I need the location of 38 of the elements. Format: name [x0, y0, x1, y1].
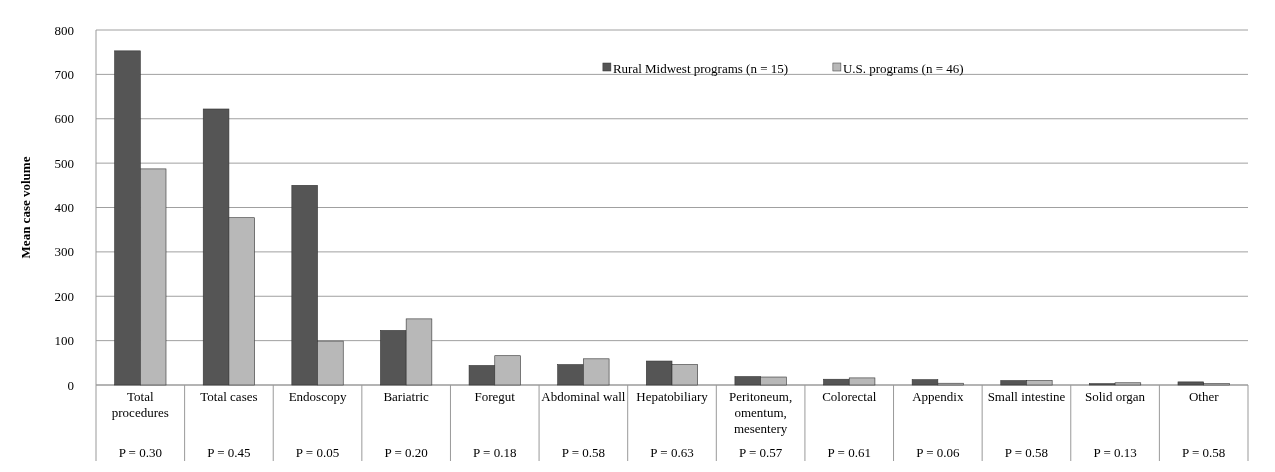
text: P = 0.58 [561, 445, 606, 460]
x-tick-label: Hepatobiliary [636, 389, 709, 404]
y-tick-label: 700 [54, 66, 74, 82]
y-tick-label: 800 [54, 22, 74, 38]
y-tick-label: 400 [54, 200, 74, 216]
text: P = 0.57 [738, 445, 783, 460]
legend-label: U.S. programs (n = 46) [842, 60, 964, 76]
text: P = 0.20 [384, 445, 428, 460]
text: P = 0.06 [916, 445, 960, 460]
y-tick-label: 300 [54, 244, 74, 260]
text: P = 0.58 [1004, 445, 1049, 460]
x-tick-label: Other [1188, 389, 1220, 404]
y-tick-label: 200 [54, 288, 74, 304]
x-tick-label: Small intestine [987, 389, 1066, 404]
x-tick-label: Peritoneum, omentum, mesentery [729, 389, 793, 436]
x-tick-label: Bariatric [383, 389, 430, 404]
text: P = 0.18 [473, 445, 517, 460]
x-tick-label: Total cases [200, 389, 258, 404]
x-tick-label: Endoscopy [288, 389, 347, 404]
x-tick-label: Foregut [474, 389, 516, 404]
y-tick-label: 100 [54, 333, 74, 349]
x-tick-label: Appendix [912, 389, 964, 404]
y-tick-label: 0 [67, 377, 74, 393]
text: P = 0.45 [207, 445, 251, 460]
x-tick-label: Total procedures [111, 389, 169, 420]
text: P = 0.61 [827, 445, 871, 460]
text: P = 0.05 [295, 445, 340, 460]
legend-label: Rural Midwest programs (n = 15) [612, 60, 789, 76]
x-tick-label: Colorectal [822, 389, 877, 404]
x-tick-label: Solid organ [1085, 389, 1146, 404]
text: P = 0.58 [1182, 445, 1226, 460]
text: P = 0.30 [118, 445, 162, 460]
y-axis-title: Mean case volume [18, 156, 33, 259]
text: P = 0.13 [1093, 445, 1137, 460]
x-tick-label: Abdominal wall [541, 389, 626, 404]
y-tick-label: 500 [54, 155, 74, 171]
y-tick-label: 600 [54, 111, 74, 127]
text: P = 0.63 [650, 445, 694, 460]
